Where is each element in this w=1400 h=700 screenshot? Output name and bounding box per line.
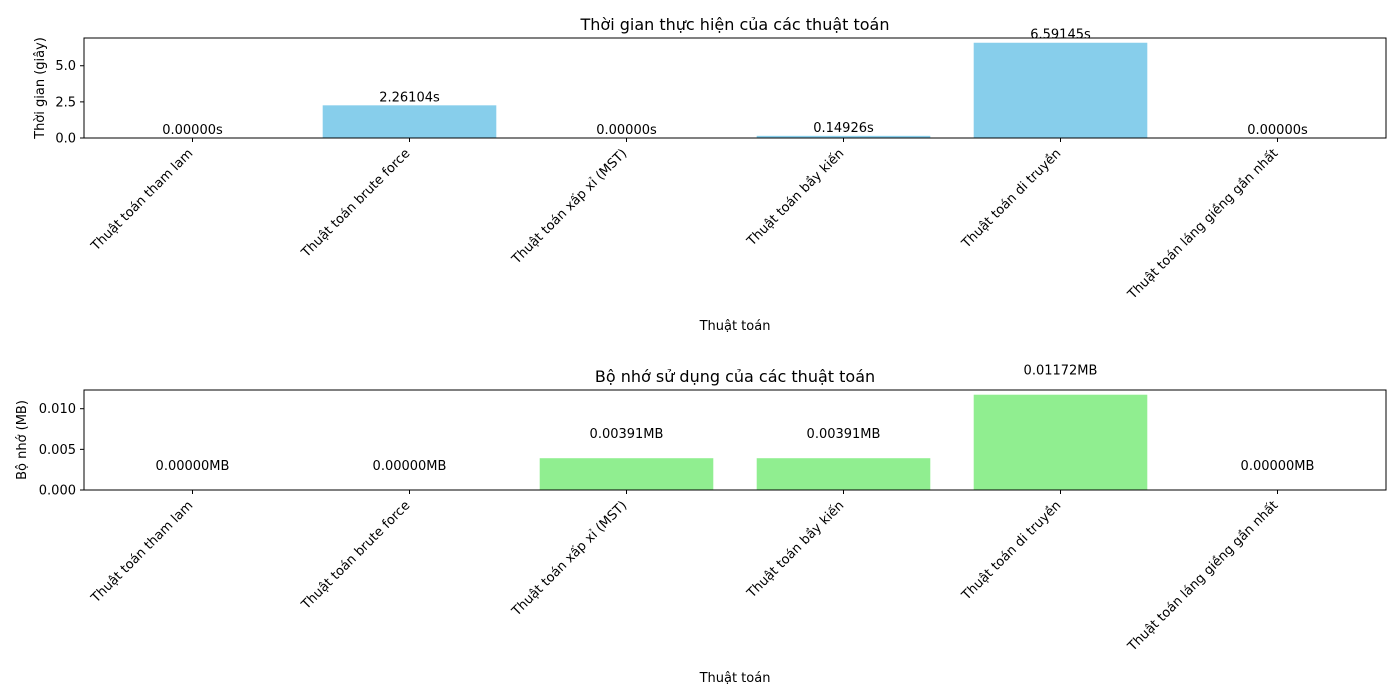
y-axis-label: Thời gian (giây): [33, 37, 48, 140]
bar: [973, 42, 1148, 138]
y-tick-label: 2.5: [55, 95, 76, 110]
x-tick-label: Thuật toán tham lam: [88, 146, 196, 254]
data-label: 0.00000s: [596, 123, 657, 138]
data-label: 6.59145s: [1030, 28, 1091, 43]
y-tick-label: 0.0: [55, 132, 76, 147]
y-tick-label: 0.000: [39, 484, 76, 499]
x-tick-label: Thuật toán bầy kiến: [744, 146, 848, 250]
data-label: 0.00000s: [1247, 123, 1308, 138]
x-tick-label: Thuật toán xấp xỉ (MST): [509, 498, 631, 620]
x-axis-label: Thuật toán: [699, 671, 771, 686]
chart-title: Bộ nhớ sử dụng của các thuật toán: [595, 367, 875, 386]
x-tick-label: Thuật toán di truyền: [959, 146, 1065, 252]
bar: [756, 458, 931, 490]
x-tick-label: Thuật toán láng giềng gần nhất: [1124, 498, 1281, 655]
x-tick-label: Thuật toán brute force: [298, 146, 413, 261]
data-label: 0.14926s: [813, 121, 874, 136]
data-label: 0.00000MB: [156, 459, 230, 474]
axes-frame: [83, 37, 1387, 139]
chart-1: 0.0 2.5 5.0 Thuật toán tham lam Thuật toán b…: [33, 15, 1387, 334]
data-label: 0.00000MB: [373, 459, 447, 474]
x-tick-label: Thuật toán brute force: [298, 498, 413, 613]
bar: [973, 394, 1148, 490]
bar: [322, 105, 497, 138]
data-label: 0.00391MB: [590, 427, 664, 442]
x-axis-label: Thuật toán: [699, 319, 771, 334]
y-tick-label: 5.0: [55, 59, 76, 74]
x-tick-label: Thuật toán di truyền: [959, 498, 1065, 604]
x-tick-label: Thuật toán tham lam: [88, 498, 196, 606]
bar: [756, 135, 931, 138]
x-tick-label: Thuật toán xấp xỉ (MST): [509, 146, 631, 268]
data-label: 0.00000MB: [1241, 459, 1315, 474]
x-tick-label: Thuật toán láng giềng gần nhất: [1124, 146, 1281, 303]
data-label: 0.00391MB: [807, 427, 881, 442]
y-tick-label: 0.005: [39, 443, 76, 458]
chart-2: 0.000 0.005 0.010 Thuật toán tham lam Thuật …: [15, 364, 1387, 686]
y-tick-label: 0.010: [39, 402, 76, 417]
y-axis-label: Bộ nhớ (MB): [15, 400, 30, 480]
x-tick-label: Thuật toán bầy kiến: [744, 498, 848, 602]
data-label: 2.26104s: [379, 90, 440, 105]
chart-title: Thời gian thực hiện của các thuật toán: [580, 15, 890, 34]
bar: [539, 458, 714, 490]
axes-frame: [83, 389, 1387, 491]
data-label: 0.00000s: [162, 123, 223, 138]
data-label: 0.01172MB: [1024, 364, 1098, 379]
